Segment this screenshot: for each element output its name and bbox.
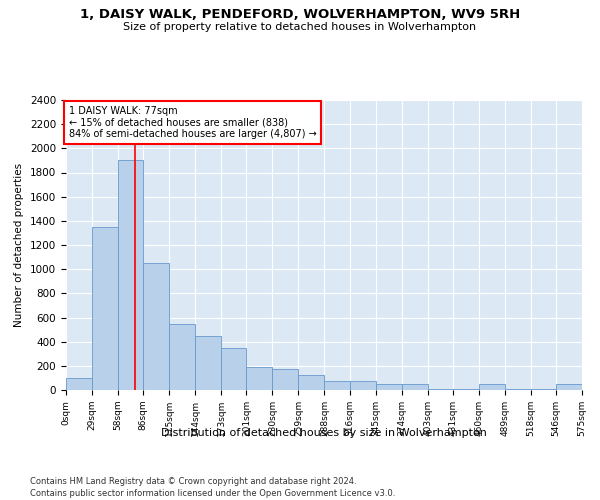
Bar xyxy=(66,378,92,390)
Text: Distribution of detached houses by size in Wolverhampton: Distribution of detached houses by size … xyxy=(161,428,487,438)
Bar xyxy=(169,324,195,390)
Y-axis label: Number of detached properties: Number of detached properties xyxy=(14,163,25,327)
Bar xyxy=(350,381,376,390)
Bar xyxy=(221,348,247,390)
Bar xyxy=(118,160,143,390)
Bar xyxy=(479,384,505,390)
Bar xyxy=(272,369,298,390)
Bar xyxy=(143,263,169,390)
Bar xyxy=(247,367,272,390)
Bar xyxy=(325,381,350,390)
Bar xyxy=(376,384,401,390)
Bar xyxy=(298,375,325,390)
Bar xyxy=(556,384,582,390)
Bar xyxy=(92,227,118,390)
Text: Contains HM Land Registry data © Crown copyright and database right 2024.: Contains HM Land Registry data © Crown c… xyxy=(30,478,356,486)
Text: Contains public sector information licensed under the Open Government Licence v3: Contains public sector information licen… xyxy=(30,489,395,498)
Text: Size of property relative to detached houses in Wolverhampton: Size of property relative to detached ho… xyxy=(124,22,476,32)
Bar xyxy=(195,336,221,390)
Text: 1 DAISY WALK: 77sqm
← 15% of detached houses are smaller (838)
84% of semi-detac: 1 DAISY WALK: 77sqm ← 15% of detached ho… xyxy=(68,106,316,139)
Bar xyxy=(401,384,428,390)
Text: 1, DAISY WALK, PENDEFORD, WOLVERHAMPTON, WV9 5RH: 1, DAISY WALK, PENDEFORD, WOLVERHAMPTON,… xyxy=(80,8,520,20)
